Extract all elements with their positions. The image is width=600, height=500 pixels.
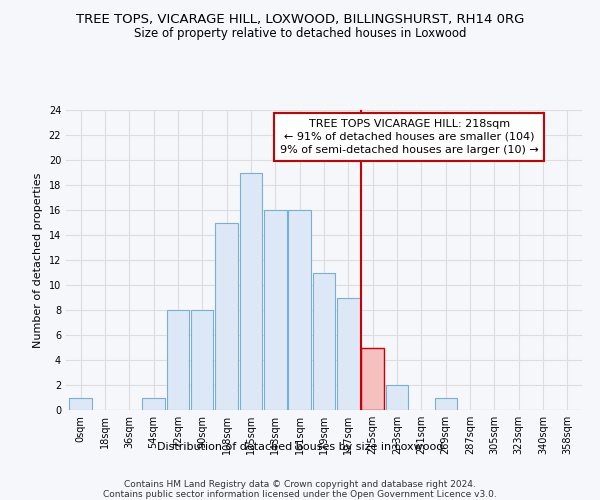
Text: Size of property relative to detached houses in Loxwood: Size of property relative to detached ho… <box>134 28 466 40</box>
Bar <box>337 298 359 410</box>
Y-axis label: Number of detached properties: Number of detached properties <box>33 172 43 348</box>
Bar <box>264 210 287 410</box>
Bar <box>191 310 214 410</box>
Bar <box>386 385 408 410</box>
Bar <box>313 272 335 410</box>
Bar <box>167 310 189 410</box>
Bar <box>434 398 457 410</box>
Text: TREE TOPS, VICARAGE HILL, LOXWOOD, BILLINGSHURST, RH14 0RG: TREE TOPS, VICARAGE HILL, LOXWOOD, BILLI… <box>76 12 524 26</box>
Text: TREE TOPS VICARAGE HILL: 218sqm
← 91% of detached houses are smaller (104)
9% of: TREE TOPS VICARAGE HILL: 218sqm ← 91% of… <box>280 118 539 155</box>
Bar <box>361 348 384 410</box>
Bar <box>142 398 165 410</box>
Text: Contains HM Land Registry data © Crown copyright and database right 2024.
Contai: Contains HM Land Registry data © Crown c… <box>103 480 497 500</box>
Bar <box>215 222 238 410</box>
Bar <box>289 210 311 410</box>
Bar <box>240 172 262 410</box>
Bar <box>70 398 92 410</box>
Text: Distribution of detached houses by size in Loxwood: Distribution of detached houses by size … <box>157 442 443 452</box>
